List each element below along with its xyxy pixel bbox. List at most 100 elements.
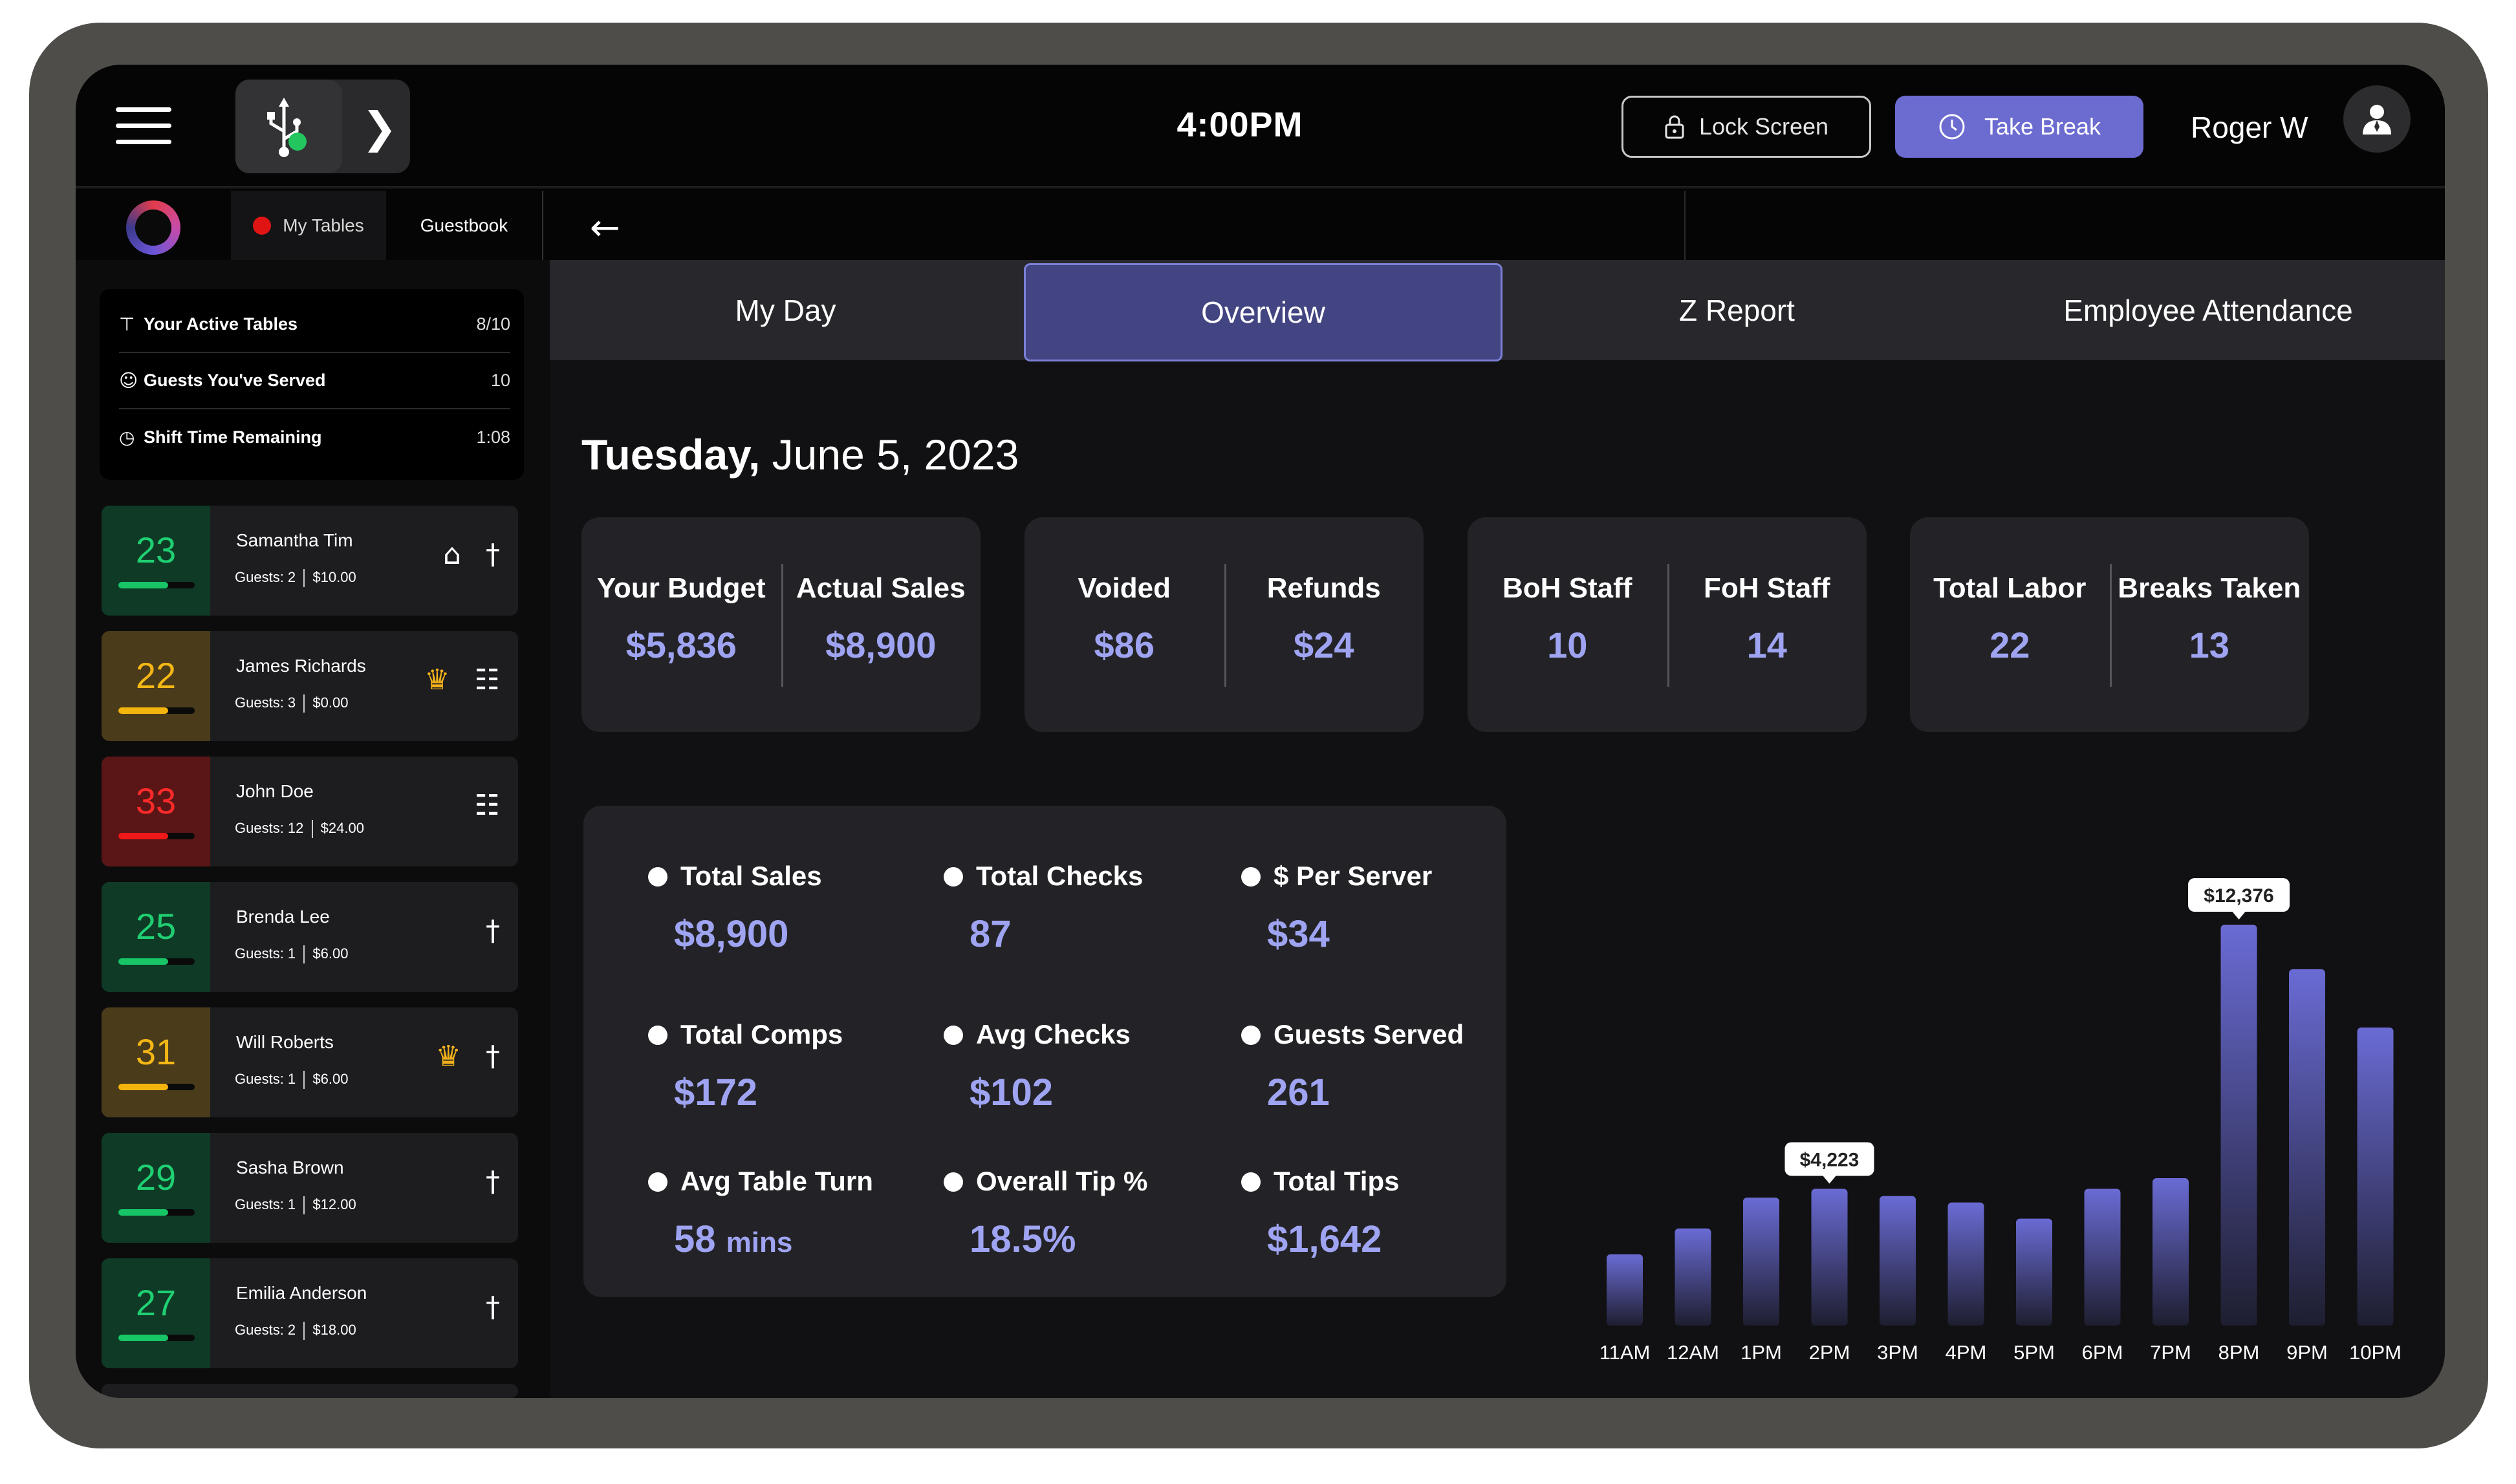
tab-my-day[interactable]: My Day — [550, 260, 1021, 360]
metric-value: $172 — [674, 1071, 757, 1114]
metric-number: 261 — [1267, 1071, 1330, 1113]
progress-fill — [118, 1209, 168, 1216]
tab-guestbook[interactable]: Guestbook — [386, 191, 543, 260]
table-number: 31 — [135, 1031, 177, 1072]
metric-number: $34 — [1267, 913, 1330, 955]
table-number-badge: 25 — [102, 882, 210, 992]
stat-guests-served: ☺ Guests You've Served 10 — [119, 353, 510, 409]
utensils-icon[interactable]: † — [486, 1165, 500, 1198]
guests-icon: ☺ — [119, 370, 138, 391]
receipt-icon[interactable]: ☷ — [474, 663, 500, 696]
table-card[interactable]: 25 Brenda Lee Guests: 1 $6.00 † — [102, 882, 518, 992]
receipt-icon[interactable]: ☷ — [474, 789, 500, 822]
bar-6pm[interactable] — [2084, 1188, 2121, 1326]
guest-count: Guests: 2 — [235, 569, 296, 585]
bullet-icon — [944, 1026, 963, 1045]
table-number: 33 — [135, 780, 177, 821]
utensils-icon[interactable]: † — [486, 914, 500, 947]
metric-overall-tip: Overall Tip % 18.5% — [944, 1166, 1202, 1282]
divider — [1684, 191, 1686, 260]
table-card[interactable]: 29 Sasha Brown Guests: 1 $12.00 † — [102, 1133, 518, 1243]
back-arrow-icon[interactable]: ← — [590, 207, 620, 249]
table-icons: † — [486, 1291, 500, 1324]
take-break-button[interactable]: Take Break — [1895, 96, 2143, 158]
user-name[interactable]: Roger W — [2191, 111, 2308, 144]
my-tables-label: My Tables — [283, 215, 364, 235]
clock: 4:00PM — [1177, 105, 1303, 144]
table-card[interactable]: 23 Samantha Tim Guests: 2 $10.00 ⌂ † — [102, 506, 518, 616]
metric-value: 261 — [1267, 1071, 1330, 1114]
table-number: 22 — [135, 655, 177, 696]
bullet-icon — [648, 1026, 667, 1045]
status-dot-icon — [253, 216, 272, 235]
utensils-icon[interactable]: † — [486, 1291, 500, 1324]
table-card-partial[interactable] — [102, 1384, 518, 1398]
table-icons: ☷ — [475, 789, 500, 822]
table-guest-name: Brenda Lee — [236, 907, 330, 927]
metric-total-tips: Total Tips $1,642 — [1241, 1166, 1500, 1282]
tab-z-report[interactable]: Z Report — [1502, 260, 1971, 360]
metric-label: Overall Tip % — [976, 1166, 1148, 1196]
bar-2pm[interactable] — [1811, 1188, 1848, 1326]
table-guest-name: John Doe — [236, 781, 314, 801]
data-label-tooltip: $12,376 — [2188, 878, 2290, 919]
guest-count: Guests: 1 — [235, 1071, 296, 1087]
progress-bar — [118, 833, 195, 839]
bar-1pm[interactable] — [1743, 1198, 1779, 1326]
progress-fill — [118, 833, 168, 839]
kpi-value: $5,836 — [625, 625, 737, 665]
tab-label: My Day — [735, 293, 836, 327]
table-card[interactable]: 33 John Doe Guests: 12 $24.00 ☷ — [102, 757, 518, 866]
metric-unit: mins — [726, 1227, 793, 1258]
usb-connected-icon[interactable] — [235, 80, 342, 173]
stat-value: 8/10 — [476, 314, 510, 334]
table-icon: ⊤ — [119, 314, 135, 335]
sidebar: ⊤ Your Active Tables 8/10 ☺ Guests You'v… — [76, 260, 550, 1398]
device-switcher[interactable]: ❯ — [235, 80, 410, 173]
bar-10pm[interactable] — [2357, 1027, 2394, 1326]
metric-number: $172 — [674, 1071, 758, 1113]
x-tick-label: 6PM — [2082, 1341, 2123, 1364]
table-amount: $24.00 — [320, 820, 364, 836]
date-weekday: Tuesday, — [581, 431, 761, 479]
stat-label: Shift Time Remaining — [144, 427, 322, 447]
lock-screen-label: Lock Screen — [1698, 113, 1829, 140]
tab-employee-attendance[interactable]: Employee Attendance — [1971, 260, 2445, 360]
avatar[interactable] — [2343, 85, 2411, 153]
chevron-right-icon[interactable]: ❯ — [362, 103, 398, 153]
x-tick-label: 3PM — [1877, 1341, 1918, 1364]
table-guest-name: Sasha Brown — [236, 1157, 344, 1178]
bar-7pm[interactable] — [2153, 1178, 2189, 1326]
bar-8pm[interactable] — [2220, 925, 2257, 1326]
tab-overview[interactable]: Overview — [1024, 263, 1502, 361]
app-screen: ❯ 4:00PM Lock Screen Take Break Roger W … — [76, 65, 2445, 1398]
tab-my-tables[interactable]: My Tables — [231, 191, 386, 260]
bar-3pm[interactable] — [1880, 1196, 1916, 1326]
bar-11am[interactable] — [1607, 1254, 1643, 1326]
table-amount: $6.00 — [312, 1071, 349, 1087]
utensils-icon[interactable]: † — [486, 538, 500, 571]
cake-icon[interactable]: ⌂ — [443, 538, 461, 571]
table-card[interactable]: 27 Emilia Anderson Guests: 2 $18.00 † — [102, 1258, 518, 1368]
bar-12am[interactable] — [1675, 1228, 1711, 1326]
bar-4pm[interactable] — [1947, 1202, 1984, 1326]
crown-icon[interactable]: ♛ — [435, 1040, 461, 1073]
table-card[interactable]: 31 Will Roberts Guests: 1 $6.00 ♛ † — [102, 1007, 518, 1117]
table-icons: ♛ † — [436, 1040, 500, 1073]
bullet-icon — [944, 1172, 963, 1192]
metric-value: 58 mins — [674, 1218, 792, 1261]
menu-icon[interactable] — [116, 107, 171, 145]
metric-number: 58 — [674, 1218, 716, 1260]
data-label-tooltip: $4,223 — [1784, 1142, 1874, 1184]
bullet-icon — [648, 867, 667, 887]
table-card[interactable]: 22 James Richards Guests: 3 $0.00 ♛ ☷ — [102, 631, 518, 741]
bar-9pm[interactable] — [2289, 969, 2325, 1326]
progress-bar — [118, 1335, 195, 1341]
crown-icon[interactable]: ♛ — [424, 663, 450, 696]
utensils-icon[interactable]: † — [486, 1040, 500, 1073]
lock-screen-button[interactable]: Lock Screen — [1621, 96, 1871, 158]
x-tick-label: 8PM — [2218, 1341, 2260, 1364]
tab-label: Z Report — [1679, 293, 1795, 327]
table-icons: ⌂ † — [443, 538, 500, 571]
bar-5pm[interactable] — [2016, 1218, 2052, 1326]
